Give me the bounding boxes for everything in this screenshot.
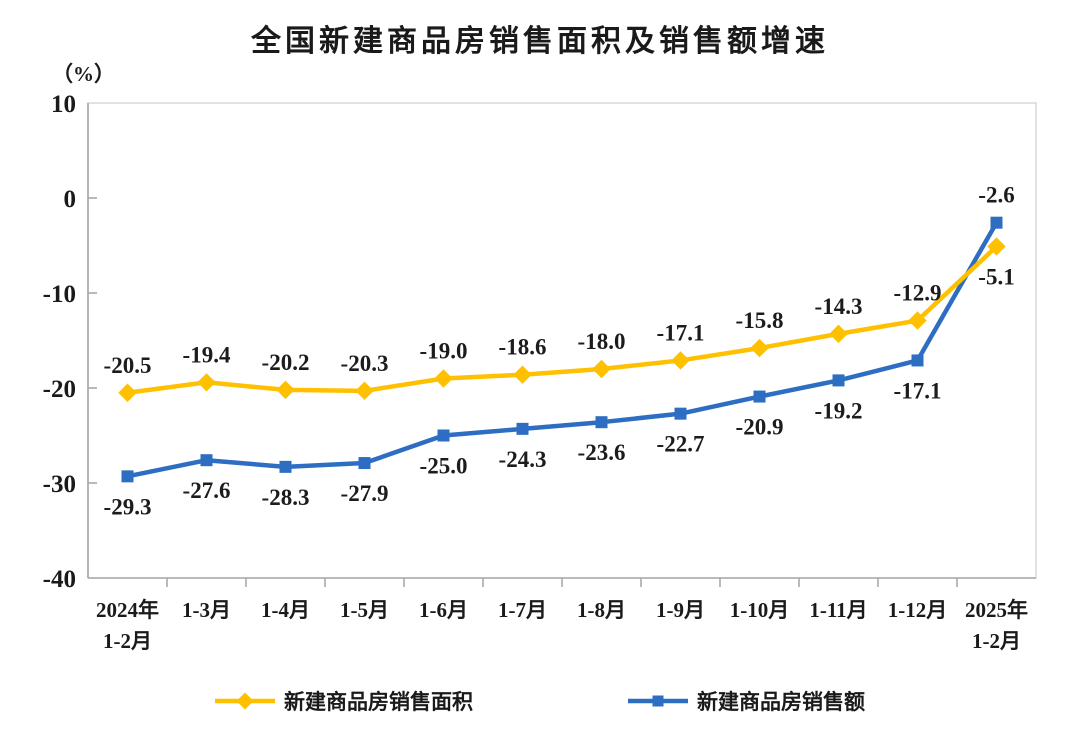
data-point-marker-diamond <box>276 380 295 400</box>
y-axis-tick-label: -10 <box>43 281 76 308</box>
data-point-marker-square <box>674 407 687 420</box>
y-axis-unit-label: （%） <box>52 62 115 86</box>
data-label: -18.6 <box>499 335 547 360</box>
data-label: -28.3 <box>262 485 310 510</box>
x-axis-label: 1-8月 <box>577 598 626 622</box>
data-label: -20.2 <box>262 350 310 375</box>
data-label: -19.4 <box>183 342 231 367</box>
data-point-marker-diamond <box>118 383 137 402</box>
legend-marker-square-icon <box>628 695 688 707</box>
data-label: -20.3 <box>341 351 389 376</box>
x-axis-label: 1-12月 <box>888 598 948 622</box>
data-label: -17.1 <box>657 320 705 345</box>
y-axis-tick-label: 0 <box>64 186 77 213</box>
series-line-sales-value <box>125 220 999 479</box>
data-label: -20.9 <box>736 415 784 440</box>
x-axis-label: 1-6月 <box>419 598 468 622</box>
x-axis-label: 1-2月 <box>103 629 152 653</box>
data-point-marker-square <box>832 374 845 387</box>
data-label: -27.6 <box>183 478 231 503</box>
data-point-marker-diamond <box>592 359 611 379</box>
data-point-marker-square <box>911 354 924 367</box>
data-label: -18.0 <box>578 329 626 354</box>
x-axis-label: 1-7月 <box>498 598 547 622</box>
x-axis-label: 1-11月 <box>809 598 867 622</box>
data-point-marker-square <box>200 454 213 467</box>
data-point-marker-diamond <box>908 311 927 330</box>
plot-border <box>87 102 1037 579</box>
data-point-marker-diamond <box>197 373 216 392</box>
y-axis-tick-label: 10 <box>51 91 76 118</box>
data-label: -19.0 <box>420 339 468 364</box>
data-label: -12.9 <box>894 281 942 306</box>
data-label: -27.9 <box>341 481 389 506</box>
data-label: -25.0 <box>420 454 468 479</box>
x-axis-label: 2024年 <box>96 598 159 622</box>
x-axis-label: 1-9月 <box>656 598 705 622</box>
data-label: -14.3 <box>815 294 863 319</box>
data-point-marker-square <box>516 422 529 435</box>
data-point-marker-diamond <box>355 381 374 401</box>
data-point-marker-diamond <box>829 324 848 344</box>
data-point-marker-diamond <box>750 338 769 358</box>
data-label: -17.1 <box>894 378 942 403</box>
x-axis-label: 1-4月 <box>261 598 310 622</box>
x-axis-label: 1-10月 <box>730 598 790 622</box>
data-point-marker-diamond <box>513 365 532 384</box>
data-label: -5.1 <box>978 264 1014 289</box>
data-point-marker-diamond <box>671 351 690 370</box>
legend-item-sales-value: 新建商品房销售额 <box>628 686 865 716</box>
legend-label-sales-area: 新建商品房销售面积 <box>284 690 473 714</box>
legend-marker-diamond-icon <box>215 692 275 710</box>
data-point-marker-square <box>595 416 608 429</box>
data-label: -24.3 <box>499 447 547 472</box>
legend-label-sales-value: 新建商品房销售额 <box>697 690 865 714</box>
data-label: -15.8 <box>736 308 784 333</box>
y-axis-tick-label: -30 <box>43 471 76 498</box>
x-axis-label: 1-5月 <box>340 598 389 622</box>
data-label: -19.2 <box>815 398 863 423</box>
chart-title: 全国新建商品房销售面积及销售额增速 <box>251 25 829 58</box>
data-point-marker-square <box>437 429 450 442</box>
data-point-marker-diamond <box>434 369 453 388</box>
x-axis-label: 2025年 <box>965 598 1028 622</box>
series-line-sales-area <box>125 244 999 395</box>
x-axis-label: 1-2月 <box>972 629 1021 653</box>
data-label: -20.5 <box>104 353 152 378</box>
data-label: -29.3 <box>104 494 152 519</box>
y-axis-tick-label: -40 <box>43 566 76 593</box>
plot-area: 10 0 -10 -20 -30 -40 2024年 1-2月 1-3月 1-4月 1-5月 1-6月… <box>43 91 1037 653</box>
data-point-marker-square <box>358 457 371 470</box>
y-axis-tick-label: -20 <box>43 376 76 403</box>
data-label: -23.6 <box>578 440 626 465</box>
chart-legend: 新建商品房销售面积 新建商品房销售额 <box>0 686 1080 716</box>
legend-item-sales-area: 新建商品房销售面积 <box>215 686 473 716</box>
data-point-marker-square <box>753 390 766 403</box>
data-point-marker-diamond <box>987 237 1006 256</box>
data-label: -2.6 <box>978 183 1014 208</box>
data-point-marker-square <box>279 460 292 473</box>
data-label: -22.7 <box>657 432 705 457</box>
data-point-marker-square <box>121 470 134 483</box>
x-axis-label: 1-3月 <box>182 598 231 622</box>
data-point-marker-square <box>990 216 1003 229</box>
